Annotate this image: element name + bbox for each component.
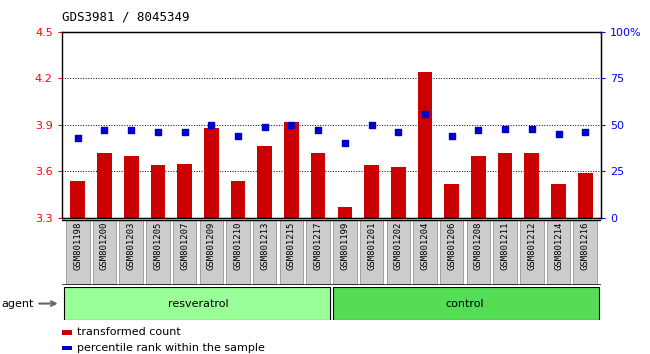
Text: GSM801207: GSM801207: [180, 222, 189, 270]
Bar: [200, 220, 223, 284]
Bar: [337, 207, 352, 218]
Text: GSM801205: GSM801205: [153, 222, 162, 270]
Text: resveratrol: resveratrol: [168, 298, 228, 309]
Bar: [151, 165, 165, 218]
Bar: [226, 220, 250, 284]
Bar: [146, 220, 170, 284]
Text: GSM801217: GSM801217: [314, 222, 322, 270]
Point: [206, 122, 216, 127]
Bar: [173, 220, 196, 284]
Bar: [418, 72, 432, 218]
Bar: [120, 220, 143, 284]
Bar: [471, 156, 486, 218]
Bar: [204, 128, 218, 218]
Bar: [306, 220, 330, 284]
Text: GSM801214: GSM801214: [554, 222, 563, 270]
Text: GSM801209: GSM801209: [207, 222, 216, 270]
Bar: [387, 220, 410, 284]
Text: GSM801216: GSM801216: [580, 222, 590, 270]
Point: [259, 124, 270, 130]
Bar: [440, 220, 463, 284]
Bar: [280, 220, 303, 284]
Point: [233, 133, 243, 139]
Text: GSM801199: GSM801199: [341, 222, 349, 270]
Bar: [413, 220, 437, 284]
Text: GSM801203: GSM801203: [127, 222, 136, 270]
Bar: [93, 220, 116, 284]
Point: [580, 130, 590, 135]
Bar: [578, 173, 593, 218]
Bar: [70, 181, 85, 218]
Bar: [547, 220, 570, 284]
Point: [99, 127, 110, 133]
Text: GSM801198: GSM801198: [73, 222, 83, 270]
Text: GSM801211: GSM801211: [500, 222, 510, 270]
Bar: [498, 153, 512, 218]
Bar: [97, 153, 112, 218]
Text: GSM801206: GSM801206: [447, 222, 456, 270]
Text: GSM801212: GSM801212: [527, 222, 536, 270]
Text: transformed count: transformed count: [77, 327, 181, 337]
Bar: [231, 181, 245, 218]
Text: agent: agent: [1, 298, 55, 309]
Point: [526, 126, 537, 131]
Point: [367, 122, 377, 127]
Text: GSM801204: GSM801204: [421, 222, 430, 270]
Point: [473, 127, 484, 133]
Bar: [467, 220, 490, 284]
Text: GDS3981 / 8045349: GDS3981 / 8045349: [62, 10, 189, 23]
Text: GSM801208: GSM801208: [474, 222, 483, 270]
Bar: [64, 287, 330, 320]
Bar: [124, 156, 138, 218]
Bar: [391, 167, 406, 218]
Text: GSM801210: GSM801210: [233, 222, 242, 270]
Point: [313, 127, 323, 133]
Point: [153, 130, 163, 135]
Bar: [493, 220, 517, 284]
Bar: [253, 220, 276, 284]
Bar: [573, 220, 597, 284]
Point: [420, 111, 430, 116]
Point: [447, 133, 457, 139]
Point: [393, 130, 404, 135]
Bar: [551, 184, 566, 218]
Point: [179, 130, 190, 135]
Bar: [445, 184, 459, 218]
Bar: [311, 153, 326, 218]
Point: [553, 131, 564, 137]
Bar: [525, 153, 539, 218]
Point: [500, 126, 510, 131]
Bar: [257, 147, 272, 218]
Bar: [360, 220, 384, 284]
Bar: [364, 165, 379, 218]
Bar: [520, 220, 543, 284]
Text: GSM801200: GSM801200: [100, 222, 109, 270]
Point: [73, 135, 83, 141]
Bar: [284, 122, 299, 218]
Point: [340, 141, 350, 146]
Text: GSM801202: GSM801202: [394, 222, 403, 270]
Bar: [333, 287, 599, 320]
Bar: [333, 220, 357, 284]
Text: percentile rank within the sample: percentile rank within the sample: [77, 343, 265, 353]
Text: GSM801213: GSM801213: [260, 222, 269, 270]
Text: control: control: [446, 298, 484, 309]
Text: GSM801201: GSM801201: [367, 222, 376, 270]
Point: [286, 122, 296, 127]
Point: [126, 127, 136, 133]
Bar: [66, 220, 90, 284]
Text: GSM801215: GSM801215: [287, 222, 296, 270]
Bar: [177, 164, 192, 218]
